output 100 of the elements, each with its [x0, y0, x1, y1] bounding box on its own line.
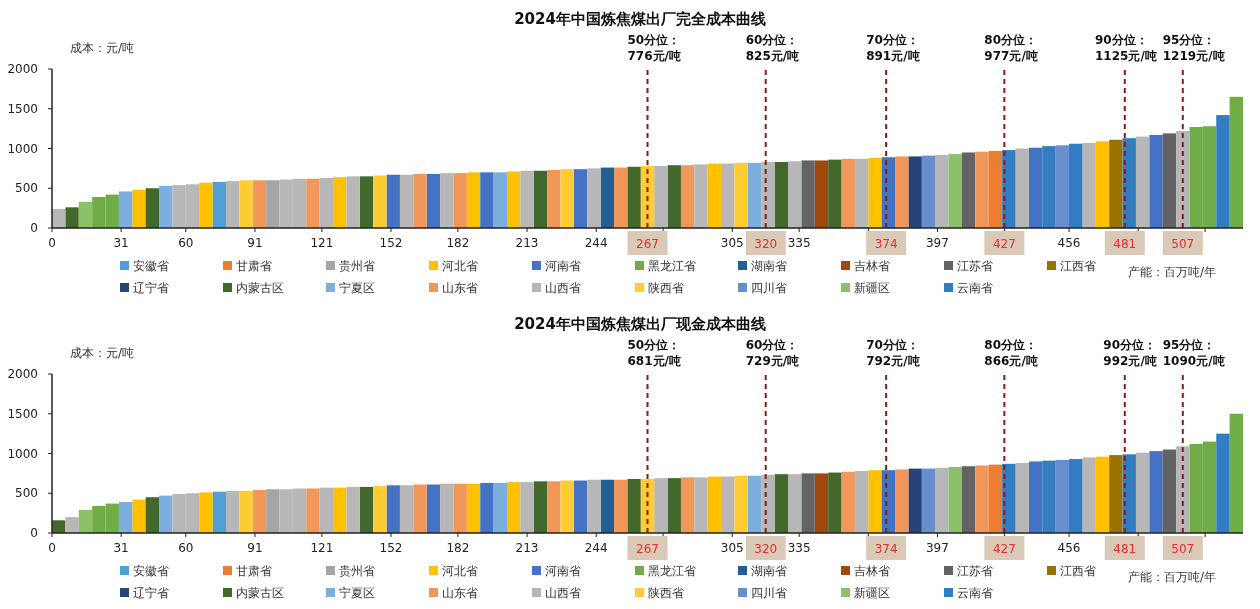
bar — [1149, 134, 1163, 228]
bar — [1082, 457, 1096, 533]
annotation: 507 — [1171, 237, 1195, 251]
y-tick-label: 1000 — [7, 446, 38, 461]
legend-label: 河北省 — [442, 564, 478, 578]
x-tick-label: 91 — [247, 541, 263, 555]
bar — [627, 478, 641, 533]
bar — [266, 180, 280, 228]
bar — [975, 465, 989, 533]
bar — [961, 466, 976, 533]
bar — [841, 471, 855, 533]
legend-label: 山东省 — [442, 586, 478, 600]
x-tick-label: 335 — [787, 236, 811, 250]
x-tick-label: 60 — [178, 236, 194, 250]
x-tick-label: 121 — [310, 541, 334, 555]
bar — [587, 168, 601, 228]
bar — [1162, 133, 1177, 228]
bar — [721, 163, 735, 228]
bar — [828, 472, 842, 533]
annotation: 374 — [874, 542, 898, 556]
x-tick-label: 305 — [720, 236, 744, 250]
bar — [573, 169, 588, 228]
bar — [961, 152, 976, 228]
bar — [600, 479, 615, 533]
annotation: 481 — [1113, 542, 1137, 556]
x-axis-title: 产能：百万吨/年 — [1128, 570, 1217, 584]
bar — [506, 171, 521, 228]
legend-label: 吉林省 — [854, 259, 890, 273]
bar — [814, 160, 829, 228]
y-tick-label: 1500 — [7, 406, 38, 421]
bar — [1069, 459, 1083, 533]
bar — [854, 158, 869, 228]
bar — [560, 480, 574, 533]
bar — [573, 480, 588, 533]
bar — [480, 172, 494, 228]
bar — [373, 175, 387, 228]
bar — [988, 150, 1003, 228]
legend-label: 四川省 — [751, 281, 787, 295]
bar — [841, 158, 855, 228]
x-tick-label: 121 — [310, 236, 334, 250]
legend-label: 河南省 — [545, 564, 581, 578]
bar — [975, 151, 989, 228]
legend-label: 新疆区 — [854, 586, 890, 600]
bar — [1055, 459, 1070, 533]
x-tick-label: 397 — [925, 541, 949, 555]
bar — [921, 155, 936, 228]
bar — [868, 158, 882, 228]
x-tick-label: 213 — [515, 236, 539, 250]
bar — [614, 479, 628, 533]
bar — [1109, 455, 1123, 533]
x-tick-label: 152 — [379, 541, 403, 555]
legend-label: 贵州省 — [339, 259, 375, 273]
ref-line-label: 50分位： 681元/吨 — [627, 338, 681, 368]
legend-label: 安徽省 — [133, 259, 169, 273]
legend-label: 河北省 — [442, 259, 478, 273]
bar — [118, 502, 133, 533]
x-tick-label: 152 — [379, 236, 403, 250]
bar — [1082, 142, 1096, 228]
bar — [921, 468, 936, 533]
bar — [333, 177, 347, 228]
legend-label: 内蒙古区 — [236, 281, 284, 295]
x-tick-label: 335 — [787, 541, 811, 555]
x-tick-label: 0 — [48, 236, 56, 250]
bar — [854, 470, 869, 533]
bar — [145, 497, 160, 533]
bar — [654, 165, 668, 228]
bar — [493, 482, 507, 533]
bar — [1216, 115, 1230, 228]
y-tick-label: 1000 — [7, 141, 38, 156]
bar — [1149, 451, 1163, 533]
annotation: 320 — [754, 542, 778, 556]
bar — [614, 167, 628, 228]
bar — [707, 476, 722, 533]
legend-label: 云南省 — [957, 586, 993, 600]
bar — [132, 499, 146, 533]
bar — [426, 173, 441, 228]
x-tick-label: 244 — [584, 541, 608, 555]
bar — [65, 517, 79, 533]
bar — [1135, 452, 1150, 533]
bar — [466, 172, 481, 228]
bar — [1042, 460, 1056, 533]
x-tick-label: 31 — [113, 541, 129, 555]
legend-label: 山东省 — [442, 281, 478, 295]
legend-label: 山西省 — [545, 586, 581, 600]
bar — [654, 478, 668, 533]
bar — [801, 473, 815, 533]
bar — [1095, 141, 1110, 228]
legend-label: 新疆区 — [854, 281, 890, 295]
bar — [948, 154, 962, 228]
y-tick-label: 1500 — [7, 101, 38, 116]
bar — [413, 173, 427, 228]
bar — [547, 481, 561, 533]
bar — [935, 467, 949, 533]
bar — [908, 156, 922, 228]
bar — [1055, 145, 1070, 228]
bar — [480, 482, 494, 533]
y-tick-label: 2000 — [7, 62, 38, 76]
ref-line-label: 60分位： 729元/吨 — [745, 338, 800, 368]
x-tick-label: 456 — [1057, 541, 1081, 555]
legend-label: 安徽省 — [133, 564, 169, 578]
